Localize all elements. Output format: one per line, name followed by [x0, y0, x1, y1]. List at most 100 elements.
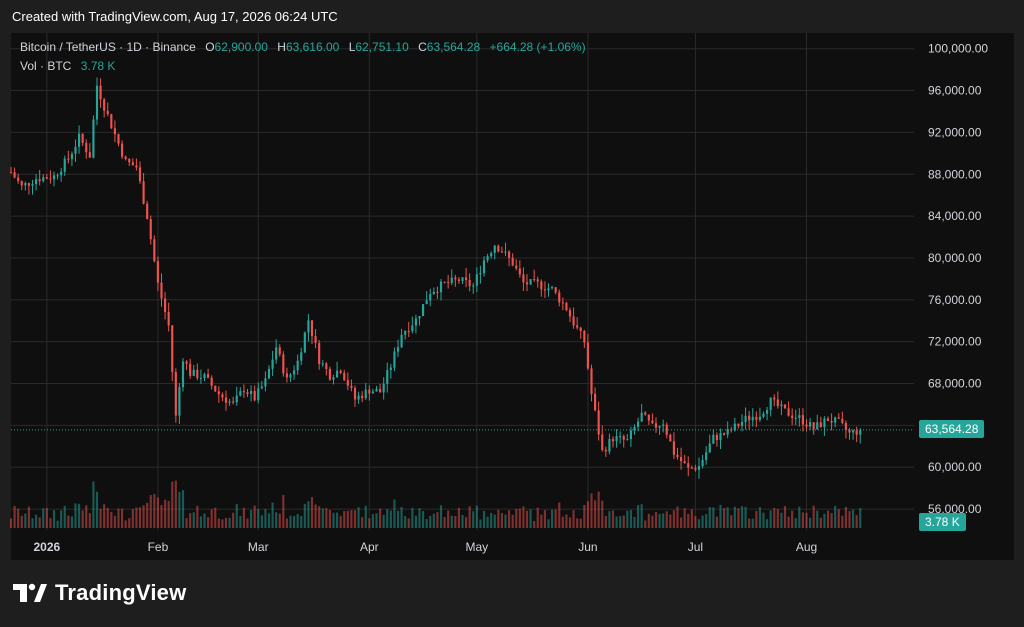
- volume-bar: [601, 500, 604, 528]
- candle-body: [454, 277, 457, 280]
- volume-bar: [465, 517, 468, 528]
- volume-bar: [135, 507, 138, 528]
- volume-bar: [285, 518, 288, 528]
- chart-panel[interactable]: [11, 33, 1014, 560]
- candle-body: [758, 416, 761, 420]
- y-tick-label: 84,000.00: [928, 209, 982, 223]
- candle-body: [697, 466, 701, 470]
- volume-bar: [852, 509, 855, 528]
- candle-body: [601, 434, 604, 450]
- x-axis-labels: 2026 Feb Mar Apr May Jun Jul Aug: [33, 540, 817, 554]
- candle-body: [113, 128, 116, 135]
- candle-body: [826, 418, 830, 422]
- volume-bar: [267, 513, 271, 528]
- candle-body: [708, 443, 711, 453]
- volume-bar: [411, 507, 414, 528]
- candle-body: [178, 387, 181, 416]
- volume-bar: [637, 505, 640, 528]
- candle-body: [350, 385, 353, 388]
- volume-bar: [565, 514, 568, 528]
- volume-bar: [257, 508, 260, 528]
- candle-body: [293, 370, 296, 375]
- volume-bar: [468, 506, 471, 528]
- volume-bar: [429, 515, 432, 528]
- volume-bar: [794, 518, 797, 528]
- volume-bar: [676, 506, 679, 528]
- volume-bar: [705, 514, 708, 528]
- candle-body: [361, 395, 364, 399]
- volume-bar: [389, 510, 392, 528]
- candle-body: [407, 331, 410, 333]
- created-with-caption: Created with TradingView.com, Aug 17, 20…: [12, 9, 338, 24]
- y-tick-label: 80,000.00: [928, 251, 982, 265]
- candle-body: [27, 183, 30, 186]
- volume-bar: [615, 516, 618, 528]
- volume-bar: [454, 516, 457, 528]
- candle-body: [343, 372, 346, 381]
- candle-body: [622, 436, 625, 440]
- volume-bar: [404, 516, 407, 528]
- candle-body: [49, 178, 52, 180]
- candle-body: [439, 281, 443, 293]
- candle-body: [411, 325, 414, 332]
- volume-bar: [203, 513, 206, 528]
- volume-bar: [92, 481, 95, 528]
- candle-body: [719, 433, 722, 441]
- candle-body: [565, 302, 568, 311]
- candle-body: [275, 347, 278, 360]
- volume-bar: [712, 507, 715, 528]
- candle-body: [20, 181, 23, 186]
- candle-body: [443, 281, 446, 283]
- candle-body: [321, 363, 324, 365]
- volume-bar: [314, 504, 317, 528]
- candle-body: [246, 392, 249, 394]
- volume-bar: [697, 519, 701, 528]
- candle-body: [253, 391, 256, 401]
- y-tick-label: 96,000.00: [928, 84, 982, 98]
- candle-body: [217, 391, 220, 395]
- candle-body: [644, 412, 647, 415]
- volume-bar: [780, 512, 783, 528]
- candle-body: [465, 277, 468, 280]
- symbol-legend: Bitcoin / TetherUS · 1D · Binance O62,90…: [20, 40, 586, 54]
- candle-body: [260, 386, 263, 389]
- candle-body: [371, 391, 374, 394]
- candle-body: [146, 203, 149, 220]
- volume-bar: [282, 494, 285, 528]
- candle-body: [490, 252, 493, 257]
- volume-bar: [583, 504, 586, 528]
- candle-body: [303, 332, 306, 353]
- high-label: H: [277, 40, 286, 54]
- candle-body: [432, 291, 435, 295]
- candle-body: [396, 347, 400, 352]
- volume-bar: [38, 517, 41, 528]
- tradingview-logo[interactable]: TradingView: [13, 580, 186, 606]
- candle-body: [167, 312, 170, 326]
- volume-bar: [60, 510, 63, 528]
- volume-bar: [751, 518, 754, 528]
- candle-body: [604, 449, 607, 452]
- candle-body: [809, 422, 812, 427]
- volume-bar: [278, 513, 281, 528]
- volume-bar: [63, 505, 66, 528]
- volume-bar: [325, 508, 328, 528]
- low-value: 62,751.10: [355, 40, 409, 54]
- volume-bar: [24, 513, 27, 528]
- candle-body: [497, 245, 500, 252]
- candle-body: [654, 423, 658, 428]
- candle-body: [282, 354, 285, 374]
- candle-body: [676, 454, 679, 457]
- candle-body: [95, 85, 99, 120]
- volume-bar: [343, 511, 346, 528]
- candle-body: [572, 316, 575, 326]
- x-tick-label: May: [465, 540, 488, 554]
- candle-body: [336, 370, 339, 378]
- candle-body: [106, 110, 109, 115]
- candle-body: [224, 397, 228, 403]
- candle-body: [615, 436, 618, 442]
- candle-body: [400, 334, 403, 348]
- candle-body: [690, 467, 693, 469]
- volume-bar: [672, 510, 675, 528]
- candle-body: [221, 394, 224, 398]
